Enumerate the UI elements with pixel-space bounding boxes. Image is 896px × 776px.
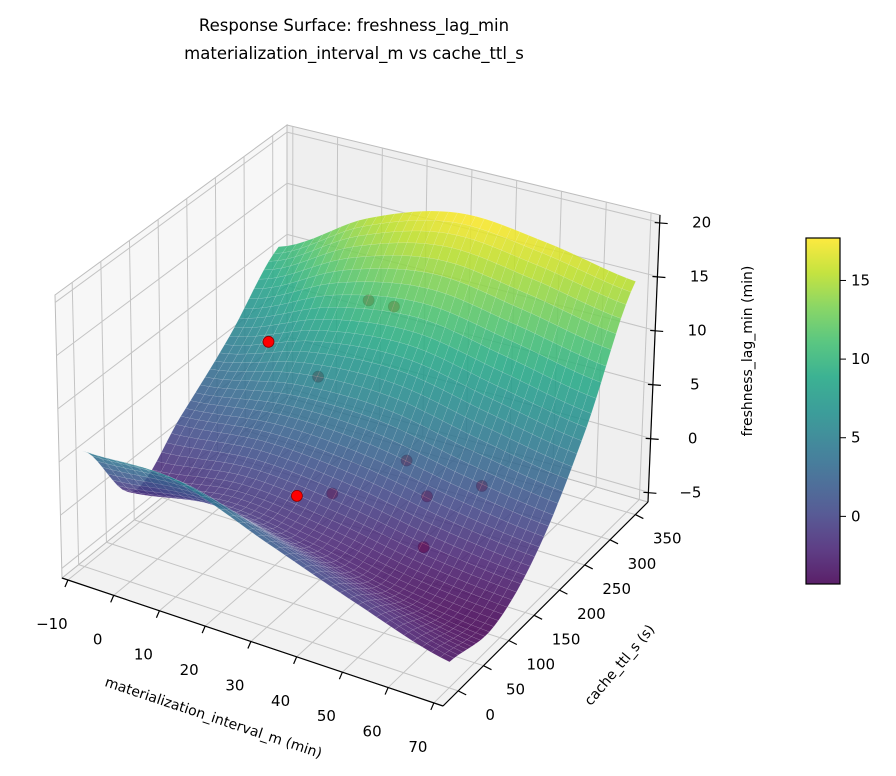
y-tick — [609, 539, 619, 545]
surface-patch — [444, 650, 459, 659]
x-tick — [201, 625, 206, 634]
chart-title: Response Surface: freshness_lag_min mate… — [0, 12, 708, 68]
y-tick-label: 150 — [552, 630, 581, 648]
colorbar-tick-label: 10 — [851, 350, 870, 368]
x-tick-label: 20 — [180, 661, 199, 679]
y-tick — [533, 614, 543, 620]
z-tick — [645, 437, 659, 440]
grid-line — [78, 564, 459, 692]
y-tick-label: 0 — [485, 706, 495, 724]
y-axis-label: cache_ttl_s (s) — [582, 622, 659, 709]
surface-patch — [439, 653, 455, 663]
x-tick — [384, 687, 389, 695]
y-tick-label: 100 — [526, 656, 555, 674]
surface-patch — [471, 632, 486, 641]
z-tick — [643, 491, 657, 494]
grid-line — [56, 182, 288, 357]
axes: −10010203040506070050100150200250300350−… — [36, 214, 711, 756]
x-tick-label: 60 — [363, 723, 382, 741]
x-tick — [110, 595, 115, 603]
x-axis-line — [61, 577, 444, 707]
y-tick-label: 200 — [577, 605, 606, 623]
x-tick — [64, 579, 69, 588]
z-tick — [652, 275, 666, 279]
z-tick — [647, 383, 661, 386]
grid-line — [286, 131, 660, 224]
surface-patch — [502, 588, 517, 601]
surface-patch — [621, 277, 636, 293]
grid-line — [57, 234, 288, 410]
y-tick-label: 250 — [602, 580, 631, 598]
surface-patch — [511, 571, 526, 585]
z-tick-label: 10 — [688, 321, 707, 339]
x-tick-label: 0 — [93, 630, 103, 648]
z-tick-label: 0 — [688, 429, 698, 447]
y-axis-line — [442, 501, 649, 707]
surface-patch — [611, 300, 627, 319]
x-tick-label: 70 — [408, 738, 427, 756]
x-tick-label: 40 — [271, 692, 290, 710]
grid-line — [100, 261, 107, 543]
y-tick — [635, 514, 644, 520]
surface-patch — [457, 642, 473, 650]
z-tick-label: 15 — [690, 268, 709, 286]
colorbar-gradient — [805, 237, 841, 585]
x-tick — [430, 702, 435, 711]
x-tick-label: 50 — [317, 707, 336, 725]
z-tick-label: −5 — [679, 483, 701, 501]
colorbar-tick-label: 0 — [851, 507, 861, 525]
z-tick-label: 20 — [692, 214, 711, 232]
x-tick — [155, 610, 160, 618]
x-tick-label: 30 — [225, 677, 244, 695]
y-tick — [483, 665, 492, 671]
colorbar-tick-label: 15 — [851, 271, 870, 289]
x-tick — [338, 671, 343, 680]
z-axis-line — [647, 214, 661, 503]
x-tick-label: −10 — [36, 615, 68, 633]
data-point — [290, 489, 303, 502]
y-tick — [457, 690, 467, 696]
z-tick — [650, 329, 664, 333]
grid-line — [433, 499, 640, 704]
y-tick — [508, 639, 518, 646]
surface-patch — [479, 622, 495, 633]
colorbar: 0 5 10 15 — [805, 237, 870, 585]
surface-patch — [616, 288, 632, 305]
x-axis-label: materialization_interval_m (min) — [103, 674, 324, 761]
y-tick-label: 350 — [653, 530, 682, 548]
x-tick — [293, 656, 298, 665]
grid-line — [71, 282, 80, 565]
colorbar-tick-label: 5 — [851, 429, 861, 447]
grid-line — [638, 212, 652, 500]
surface — [81, 210, 636, 663]
x-tick — [247, 641, 252, 649]
y-tick-label: 300 — [628, 555, 657, 573]
z-tick — [654, 221, 668, 225]
grid-line — [54, 131, 288, 303]
surface-patch — [606, 314, 622, 335]
x-tick-label: 10 — [134, 646, 153, 664]
title-line-2: materialization_interval_m vs cache_ttl_… — [184, 44, 524, 63]
grid-line — [157, 219, 163, 498]
data-point — [262, 335, 275, 348]
y-tick — [559, 589, 568, 595]
visible-points — [262, 335, 303, 502]
y-tick — [584, 564, 593, 570]
title-line-1: Response Surface: freshness_lag_min — [198, 16, 510, 35]
y-tick-label: 50 — [506, 681, 525, 699]
surface-patch — [453, 644, 468, 653]
z-axis-label: freshness_lag_min (min) — [740, 266, 756, 437]
z-tick-label: 5 — [690, 375, 700, 393]
